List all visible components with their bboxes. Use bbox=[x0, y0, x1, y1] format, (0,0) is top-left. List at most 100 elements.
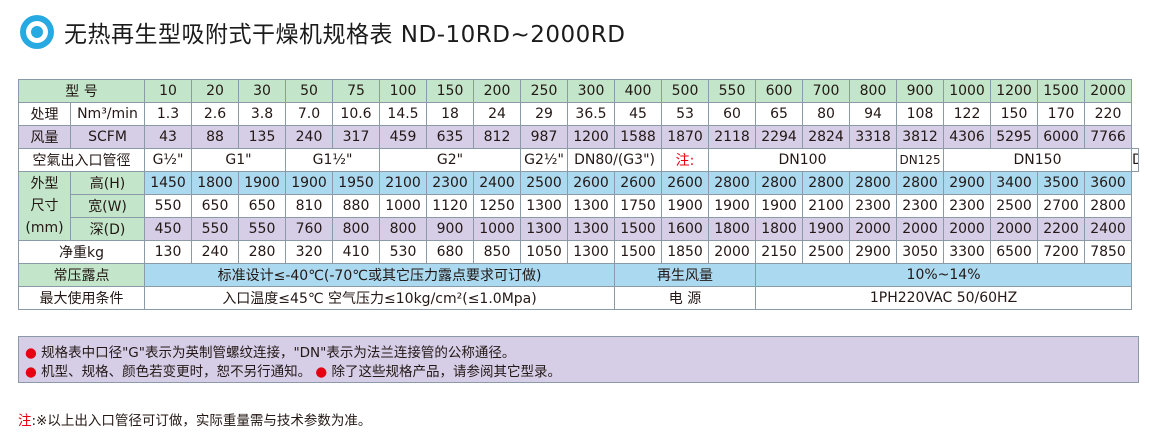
scfm-cell: 88 bbox=[191, 125, 240, 149]
nm3-cell: 122 bbox=[943, 102, 992, 126]
weight-cell: 850 bbox=[473, 240, 522, 264]
scfm-cell: 459 bbox=[379, 125, 428, 149]
width-cell: 2300 bbox=[943, 194, 992, 218]
nm3-cell: 36.5 bbox=[567, 102, 616, 126]
note-text: 机型、规格、颜色若变更时，恕不另行通知。 bbox=[41, 364, 312, 380]
weight-cell: 1500 bbox=[614, 240, 663, 264]
model-cell: 50 bbox=[285, 79, 334, 103]
scfm-cell: 2294 bbox=[755, 125, 804, 149]
red-bullet-icon: ● bbox=[25, 364, 37, 380]
nm3-row: 处理 Nm³/min 1.3 2.6 3.8 7.0 10.6 14.5 18 24 29 36.… bbox=[18, 102, 1139, 126]
height-cell: 2800 bbox=[896, 171, 945, 195]
width-cell: 1120 bbox=[426, 194, 475, 218]
nm3-cell: 108 bbox=[896, 102, 945, 126]
purge-value: 10%~14% bbox=[755, 263, 1133, 287]
width-cell: 2500 bbox=[990, 194, 1039, 218]
model-label: 型 号 bbox=[17, 79, 146, 103]
depth-cell: 1800 bbox=[708, 217, 757, 241]
scfm-cell: 4306 bbox=[943, 125, 992, 149]
depth-cell: 550 bbox=[238, 217, 287, 241]
height-cell: 2800 bbox=[708, 171, 757, 195]
pipe-size-cell: DN100 bbox=[708, 148, 898, 172]
scfm-cell: 5295 bbox=[990, 125, 1039, 149]
dewpoint-value: 标准设计≤-40℃(-70℃或其它压力露点要求可订做) bbox=[144, 263, 616, 287]
condition-label: 最大使用条件 bbox=[17, 286, 146, 310]
height-cell: 2300 bbox=[426, 171, 475, 195]
height-cell: 1800 bbox=[191, 171, 240, 195]
weight-cell: 280 bbox=[238, 240, 287, 264]
weight-cell: 1300 bbox=[567, 240, 616, 264]
depth-cell: 800 bbox=[332, 217, 381, 241]
model-cell: 1200 bbox=[990, 79, 1039, 103]
depth-label: 深(D) bbox=[69, 217, 146, 241]
dimension-label-line: 外型 bbox=[30, 176, 59, 192]
weight-cell: 320 bbox=[285, 240, 334, 264]
model-cell: 20 bbox=[191, 79, 240, 103]
model-cell: 75 bbox=[332, 79, 381, 103]
pipe-size-cell: DN125 bbox=[896, 148, 945, 172]
nm3-unit-label: Nm³/min bbox=[69, 102, 146, 126]
height-cell: 2800 bbox=[802, 171, 851, 195]
width-cell: 1900 bbox=[708, 194, 757, 218]
height-cell: 3600 bbox=[1084, 171, 1133, 195]
depth-cell: 450 bbox=[144, 217, 193, 241]
depth-cell: 2200 bbox=[1037, 217, 1086, 241]
depth-cell: 1000 bbox=[473, 217, 522, 241]
scfm-cell: 2118 bbox=[708, 125, 757, 149]
footer-text: :※以上出入口管径可订做，实际重量需与技术参数为准。 bbox=[31, 413, 372, 429]
model-cell: 800 bbox=[849, 79, 898, 103]
depth-cell: 1800 bbox=[755, 217, 804, 241]
pipe-size-cell: G½" bbox=[144, 148, 193, 172]
width-label: 宽(W) bbox=[69, 194, 146, 218]
depth-cell: 2000 bbox=[896, 217, 945, 241]
nm3-cell: 18 bbox=[426, 102, 475, 126]
nm3-cell: 2.6 bbox=[191, 102, 240, 126]
model-cell: 900 bbox=[896, 79, 945, 103]
scfm-cell: 3318 bbox=[849, 125, 898, 149]
width-row: 宽(W) 550 650 650 810 880 1000 1120 1250 1300 1300… bbox=[19, 194, 1139, 218]
height-cell: 2500 bbox=[520, 171, 569, 195]
height-cell: 3400 bbox=[990, 171, 1039, 195]
depth-cell: 1900 bbox=[802, 217, 851, 241]
width-cell: 880 bbox=[332, 194, 381, 218]
nm3-cell: 94 bbox=[849, 102, 898, 126]
depth-cell: 1300 bbox=[567, 217, 616, 241]
weight-cell: 2150 bbox=[755, 240, 804, 264]
height-cell: 2600 bbox=[567, 171, 616, 195]
width-cell: 1000 bbox=[379, 194, 428, 218]
nm3-cell: 80 bbox=[802, 102, 851, 126]
model-cell: 1500 bbox=[1037, 79, 1086, 103]
width-cell: 1300 bbox=[520, 194, 569, 218]
width-cell: 1300 bbox=[567, 194, 616, 218]
height-cell: 2600 bbox=[614, 171, 663, 195]
note-text: 除了这些规格产品，请参阅其它型录。 bbox=[331, 364, 561, 380]
model-cell: 700 bbox=[802, 79, 851, 103]
width-cell: 650 bbox=[238, 194, 287, 218]
nm3-cell: 24 bbox=[473, 102, 522, 126]
scfm-cell: 43 bbox=[144, 125, 193, 149]
depth-cell: 2000 bbox=[849, 217, 898, 241]
scfm-cell: 240 bbox=[285, 125, 334, 149]
depth-cell: 1300 bbox=[520, 217, 569, 241]
depth-cell: 2000 bbox=[990, 217, 1039, 241]
weight-cell: 130 bbox=[144, 240, 193, 264]
nm3-cell: 3.8 bbox=[238, 102, 287, 126]
width-cell: 1250 bbox=[473, 194, 522, 218]
model-cell: 250 bbox=[520, 79, 569, 103]
note-line-2: ● 机型、规格、颜色若变更时，恕不另行通知。 ● 除了这些规格产品，请参阅其它型… bbox=[25, 360, 561, 380]
scfm-unit-label: SCFM bbox=[69, 125, 146, 149]
model-cell: 200 bbox=[473, 79, 522, 103]
height-row: 外型 尺寸 (mm) 高(H) 1450 1800 1900 1900 1950 2100… bbox=[18, 171, 1139, 241]
nm3-cell: 170 bbox=[1037, 102, 1086, 126]
width-cell: 2100 bbox=[802, 194, 851, 218]
model-cell: 300 bbox=[567, 79, 616, 103]
red-bullet-icon: ● bbox=[25, 345, 37, 361]
red-bullet-icon: ● bbox=[315, 364, 328, 380]
pipe-size-cell: DN80/(G3") bbox=[567, 148, 663, 172]
pipe-note-mark: 注: bbox=[661, 148, 710, 172]
width-cell: 550 bbox=[144, 194, 193, 218]
scfm-cell: 1588 bbox=[614, 125, 663, 149]
purge-label: 再生风量 bbox=[614, 263, 757, 287]
scfm-cell: 7766 bbox=[1084, 125, 1133, 149]
spec-table: 型 号 10 20 30 50 75 100 150 200 250 300 400 500 550 60… bbox=[17, 79, 1139, 310]
